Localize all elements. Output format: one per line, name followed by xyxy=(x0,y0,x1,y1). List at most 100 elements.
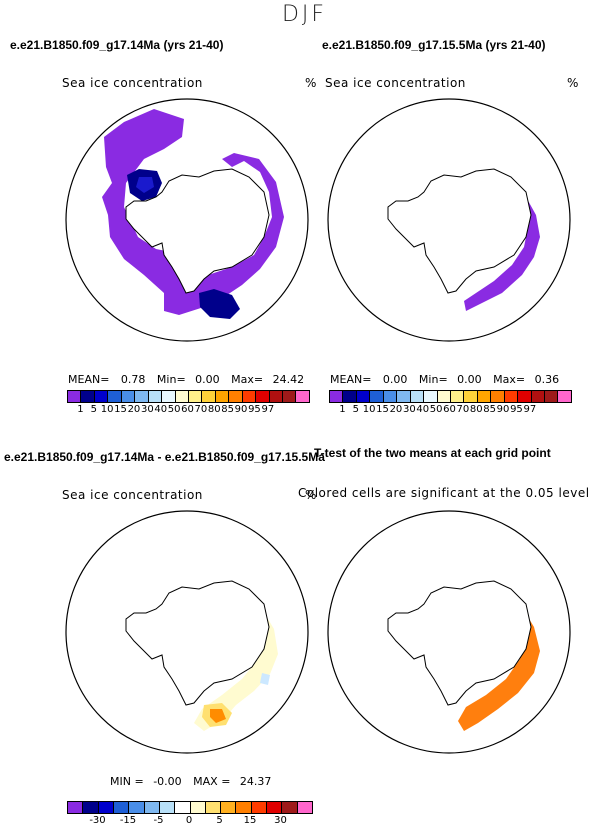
mean-label: MEAN= xyxy=(330,373,372,386)
colorbar-tick-label: 20 xyxy=(127,404,141,415)
colorbar-swatch xyxy=(282,802,298,813)
colorbar-tick-label: 85 xyxy=(483,404,497,415)
colorbar-swatch xyxy=(162,391,176,402)
panel-title-bottom-left: e.e21.B1850.f09_g17.14Ma - e.e21.B1850.f… xyxy=(4,450,325,464)
max-label: Max= xyxy=(493,373,526,386)
colorbar-swatch xyxy=(83,802,99,813)
colorbar-tick-label: 10 xyxy=(362,404,376,415)
colorbar-swatch xyxy=(236,802,252,813)
colorbar-swatch xyxy=(397,391,411,402)
unit-label-bottom-left: % xyxy=(305,488,317,502)
colorbar-tick-label: 15 xyxy=(114,404,127,415)
map-top-left xyxy=(65,98,309,342)
colorbar-tick-label: 90 xyxy=(496,404,510,415)
colorbar-tick-label: 5 xyxy=(352,404,359,415)
colorbar-swatch xyxy=(144,802,160,813)
colorbar-tick-label: 20 xyxy=(389,404,403,415)
colorbar-swatch xyxy=(370,391,384,402)
min-value: 0.00 xyxy=(457,373,482,386)
colorbar-swatch xyxy=(296,391,309,402)
colorbar-tick-label: 70 xyxy=(456,404,470,415)
colorbar-swatch xyxy=(356,391,371,402)
mean-value: 0.78 xyxy=(120,373,146,386)
panel-title-bottom-right: T-test of the two means at each grid poi… xyxy=(314,446,551,460)
colorbar-swatch xyxy=(242,391,257,402)
colorbar-difference xyxy=(67,801,313,814)
colorbar-swatch xyxy=(531,391,545,402)
colorbar-swatch xyxy=(545,391,559,402)
plot-title: DJF xyxy=(281,2,328,27)
max-label: MAX = xyxy=(193,775,231,788)
map-bottom-left xyxy=(65,510,309,754)
colorbar-swatch xyxy=(98,802,114,813)
colorbar-swatch xyxy=(159,802,176,813)
colorbar-tick-label: -5 xyxy=(153,815,164,826)
colorbar-tick-label: 40 xyxy=(154,404,168,415)
colorbar-swatch xyxy=(190,802,206,813)
max-label: Max= xyxy=(231,373,264,386)
colorbar-top-left xyxy=(67,390,310,403)
antarctica-coastline xyxy=(125,168,270,294)
colorbar-swatch xyxy=(121,391,136,402)
colorbar-tick-label: 70 xyxy=(194,404,208,415)
min-value: 0.00 xyxy=(195,373,220,386)
colorbar-swatch xyxy=(215,391,230,402)
colorbar-tick-label: 10 xyxy=(100,404,114,415)
colorbar-tick-label: 15 xyxy=(376,404,389,415)
colorbar-tick-label: 97 xyxy=(523,404,537,415)
colorbar-swatch xyxy=(68,391,82,402)
min-value: -0.00 xyxy=(153,775,182,788)
mean-value: 0.00 xyxy=(382,373,408,386)
min-label: Min= xyxy=(418,373,448,386)
significance-note: Colored cells are significant at the 0.0… xyxy=(298,486,590,500)
min-label: MIN = xyxy=(110,775,144,788)
colorbar-swatch xyxy=(135,391,149,402)
colorbar-tick-label: 15 xyxy=(243,815,257,826)
difference-field xyxy=(194,609,278,731)
colorbar-swatch xyxy=(113,802,130,813)
variable-label-top-right: Sea ice concentration xyxy=(325,76,466,90)
colorbar-swatch xyxy=(129,802,145,813)
colorbar-tick-label: 97 xyxy=(261,404,275,415)
colorbar-tick-label: 30 xyxy=(140,404,154,415)
colorbar-ticks-difference: -30 -15 -5 0 5 15 30 xyxy=(67,815,311,829)
colorbar-swatch xyxy=(504,391,519,402)
colorbar-swatch xyxy=(68,802,84,813)
colorbar-swatch xyxy=(464,391,478,402)
mean-label: MEAN= xyxy=(68,373,110,386)
unit-label-top-right: % xyxy=(567,76,579,90)
colorbar-swatch xyxy=(108,391,122,402)
colorbar-swatch xyxy=(148,391,163,402)
panel-title-top-left: e.e21.B1850.f09_g17.14Ma (yrs 21-40) xyxy=(10,38,224,52)
max-value: 24.37 xyxy=(239,775,272,788)
colorbar-swatch xyxy=(269,391,283,402)
colorbar-swatch xyxy=(251,802,268,813)
map-boundary-circle xyxy=(65,510,309,754)
max-value: 24.42 xyxy=(272,373,305,386)
colorbar-swatch xyxy=(267,802,283,813)
colorbar-swatch xyxy=(229,391,243,402)
colorbar-tick-label: 85 xyxy=(221,404,235,415)
colorbar-swatch xyxy=(175,802,191,813)
colorbar-swatch xyxy=(188,391,203,402)
colorbar-swatch xyxy=(221,802,237,813)
colorbar-tick-label: 50 xyxy=(429,404,443,415)
colorbar-tick-label: -15 xyxy=(119,815,137,826)
colorbar-tick-label: 30 xyxy=(274,815,287,826)
colorbar-swatch xyxy=(297,802,312,813)
colorbar-tick-label: 80 xyxy=(207,404,221,415)
variable-label-bottom-left: Sea ice concentration xyxy=(62,488,203,502)
colorbar-tick-label: 50 xyxy=(167,404,181,415)
colorbar-tick-label: 40 xyxy=(416,404,430,415)
panel-title-top-right: e.e21.B1850.f09_g17.15.5Ma (yrs 21-40) xyxy=(322,38,546,52)
min-label: Min= xyxy=(156,373,186,386)
colorbar-swatch xyxy=(256,391,270,402)
colorbar-swatch xyxy=(410,391,425,402)
max-value: 0.36 xyxy=(534,373,560,386)
colorbar-tick-label: -30 xyxy=(89,815,106,826)
unit-label-top-left: % xyxy=(305,76,317,90)
colorbar-tick-label: 5 xyxy=(216,815,223,826)
stats-top-left: MEAN= 0.78 Min= 0.00 Max= 24.42 xyxy=(68,373,304,386)
map-boundary-circle xyxy=(327,510,571,754)
colorbar-swatch xyxy=(343,391,357,402)
